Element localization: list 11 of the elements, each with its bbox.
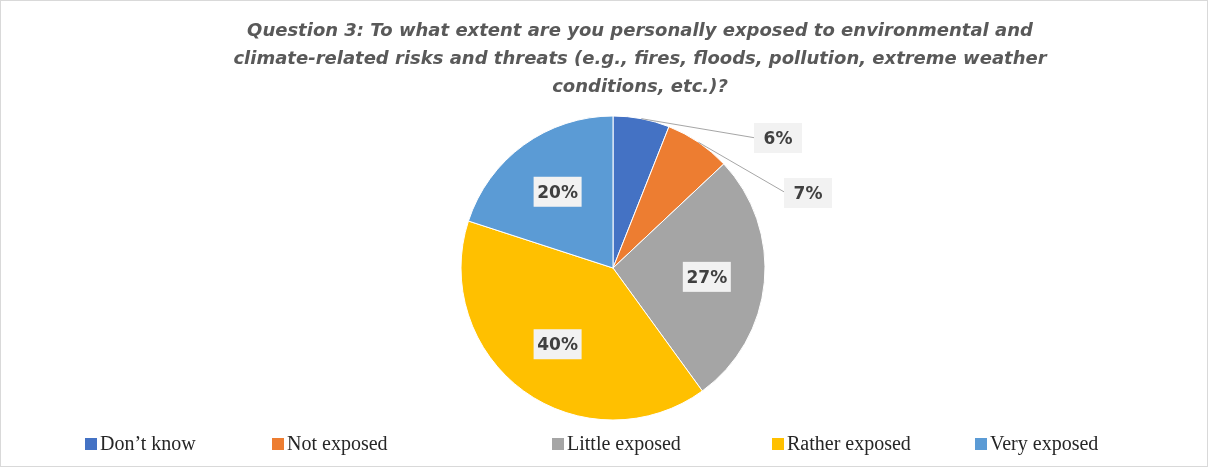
legend-label: Don’t know — [100, 432, 197, 454]
legend-label: Very exposed — [990, 432, 1099, 455]
data-label: 20% — [537, 181, 578, 202]
chart-title: Question 3: To what extent are you personally exposed to environmental and climate-related risks and threats (e.g., fires, floods, pollution, extreme weather conditions, etc.)? — [233, 19, 1048, 96]
legend-label: Rather exposed — [787, 432, 911, 455]
data-label: 40% — [537, 334, 578, 355]
legend-label: Little exposed — [567, 432, 681, 455]
data-label: 27% — [686, 266, 728, 287]
data-label: 7% — [793, 182, 823, 203]
legend-label: Not exposed — [287, 432, 388, 455]
data-label: 6% — [763, 127, 793, 148]
